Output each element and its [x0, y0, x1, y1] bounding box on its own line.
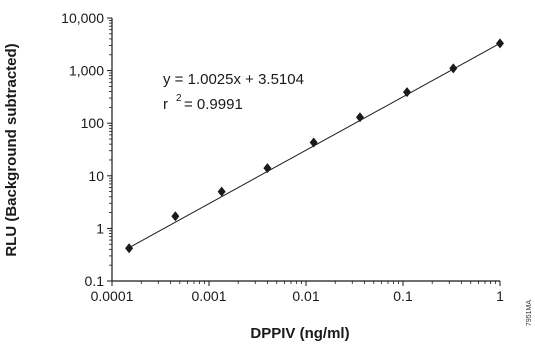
x-tick-label: 0.001 — [191, 288, 226, 304]
x-tick-label: 1 — [496, 288, 504, 304]
y-tick-label: 1,000 — [69, 63, 104, 79]
y-tick-label: 10 — [88, 168, 104, 184]
data-point — [171, 211, 180, 222]
r-squared-exponent: 2 — [176, 93, 182, 104]
r-squared-value: = 0.9991 — [184, 96, 243, 113]
data-point — [125, 243, 134, 254]
y-axis-title: RLU (Background subtracted) — [3, 43, 20, 256]
equation-annotation: y = 1.0025x + 3.5104 — [163, 71, 304, 88]
data-point — [309, 137, 318, 148]
y-tick-label: 0.1 — [85, 273, 105, 289]
data-point — [403, 87, 412, 98]
data-point — [263, 163, 272, 174]
x-tick-label: 0.0001 — [91, 288, 134, 304]
r-squared-label: r — [163, 96, 168, 113]
y-tick-label: 1 — [96, 220, 104, 236]
x-tick-label: 0.01 — [292, 288, 319, 304]
y-tick-label: 100 — [81, 115, 105, 131]
data-point — [355, 112, 364, 123]
x-tick-label: 0.1 — [393, 288, 413, 304]
y-tick-label: 10,000 — [61, 10, 104, 26]
data-point — [496, 38, 504, 49]
figure-code: 7951MA — [526, 300, 533, 326]
plot-area: 0.0001 0.001 0.01 0.1 1 0.1 1 10 100 1,000 10,000 — [61, 10, 504, 304]
x-axis-title: DPPIV (ng/ml) — [250, 325, 349, 342]
data-point — [449, 63, 458, 74]
data-point — [217, 186, 226, 197]
